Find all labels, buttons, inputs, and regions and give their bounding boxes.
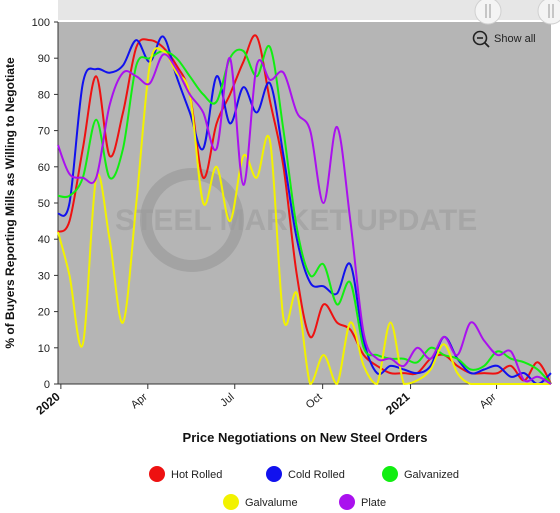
y-tick-label: 90 — [38, 53, 50, 65]
y-tick-label: 80 — [38, 89, 50, 101]
legend-item-plate[interactable]: Plate — [339, 494, 386, 510]
legend-label-galvanized: Galvanized — [404, 469, 459, 481]
legend-label-galvalume: Galvalume — [245, 497, 298, 509]
legend-label-cold-rolled: Cold Rolled — [288, 469, 345, 481]
legend-label-hot-rolled: Hot Rolled — [171, 469, 222, 481]
range-navigator[interactable] — [58, 0, 560, 25]
x-tick-label: 2020 — [33, 389, 63, 417]
x-tick-label: 2021 — [383, 389, 413, 417]
y-tick-label: 10 — [38, 343, 50, 355]
series-line-hot-rolled — [57, 34, 552, 385]
show-all-label: Show all — [494, 33, 536, 45]
y-tick-label: 40 — [38, 234, 50, 246]
series-layer — [57, 34, 552, 385]
y-tick-label: 0 — [44, 379, 50, 391]
y-axis-title: % of Buyers Reporting Mills as Willing t… — [3, 57, 17, 349]
y-axis: 0 10 20 30 40 50 60 70 80 90 100 — [32, 17, 59, 391]
series-line-plate — [57, 53, 552, 385]
zoom-out-icon — [472, 30, 490, 48]
y-tick-label: 50 — [38, 198, 50, 210]
legend-marker-hot-rolled — [149, 466, 165, 482]
x-tick-label: Apr — [129, 391, 150, 411]
y-tick-label: 60 — [38, 162, 50, 174]
legend: Hot Rolled Cold Rolled Galvanized Galvalume… — [149, 466, 459, 510]
x-tick-label: Oct — [304, 391, 325, 411]
legend-item-galvanized[interactable]: Galvanized — [382, 466, 459, 482]
y-tick-label: 70 — [38, 126, 50, 138]
legend-label-plate: Plate — [361, 497, 386, 509]
x-axis-title: Price Negotiations on New Steel Orders — [183, 430, 428, 445]
legend-marker-plate — [339, 494, 355, 510]
series-line-galvalume — [57, 47, 551, 385]
x-tick-label: Apr — [478, 391, 499, 411]
watermark-logo-icon — [140, 168, 244, 272]
navigator-left-handle[interactable] — [474, 0, 502, 25]
x-axis: 2020 Apr Jul Oct 2021 Apr — [33, 383, 551, 417]
legend-marker-cold-rolled — [266, 466, 282, 482]
y-tick-label: 30 — [38, 270, 50, 282]
legend-item-hot-rolled[interactable]: Hot Rolled — [149, 466, 222, 482]
legend-marker-galvanized — [382, 466, 398, 482]
x-tick-label: Jul — [218, 391, 236, 409]
legend-item-galvalume[interactable]: Galvalume — [223, 494, 298, 510]
legend-marker-galvalume — [223, 494, 239, 510]
show-all-button[interactable]: Show all — [472, 30, 536, 48]
y-tick-label: 20 — [38, 307, 50, 319]
y-tick-label: 100 — [32, 17, 50, 29]
legend-item-cold-rolled[interactable]: Cold Rolled — [266, 466, 345, 482]
series-line-cold-rolled — [57, 35, 552, 385]
series-line-galvanized — [57, 44, 552, 385]
navigator-right-handle[interactable] — [537, 0, 560, 25]
